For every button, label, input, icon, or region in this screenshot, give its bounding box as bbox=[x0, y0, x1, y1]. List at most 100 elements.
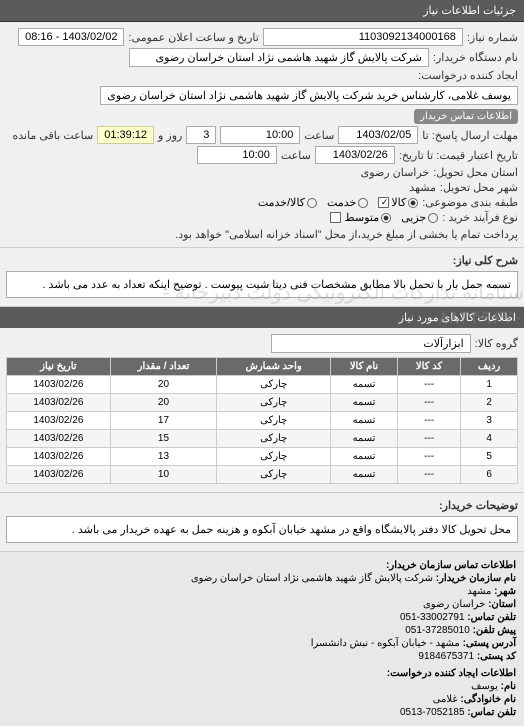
delivery-province-value: خراسان رضوی bbox=[361, 166, 430, 179]
table-cell: --- bbox=[397, 466, 460, 484]
radio-mixed[interactable]: کالا/خدمت bbox=[258, 196, 317, 209]
table-cell: 5 bbox=[461, 448, 518, 466]
table-row[interactable]: 3---تسمهچارکی171403/02/26 bbox=[7, 412, 518, 430]
treasury-checkbox[interactable] bbox=[330, 212, 341, 223]
goods-group-field: ابزارآلات bbox=[271, 334, 471, 353]
table-cell: 6 bbox=[461, 466, 518, 484]
col-code: کد کالا bbox=[397, 358, 460, 376]
table-cell: چارکی bbox=[217, 412, 331, 430]
table-cell: 17 bbox=[110, 412, 216, 430]
goods-section-title: اطلاعات کالاهای مورد نیاز bbox=[0, 307, 524, 328]
table-cell: تسمه bbox=[331, 448, 398, 466]
buyer-org-label: نام دستگاه خریدار: bbox=[433, 51, 518, 64]
announce-field: 1403/02/02 - 08:16 bbox=[18, 28, 124, 46]
delivery-province-label: استان محل تحویل: bbox=[433, 166, 518, 179]
table-cell: 4 bbox=[461, 430, 518, 448]
table-cell: تسمه bbox=[331, 376, 398, 394]
table-cell: چارکی bbox=[217, 430, 331, 448]
countdown-timer: 01:39:12 bbox=[97, 126, 154, 144]
table-cell: 20 bbox=[110, 394, 216, 412]
delivery-city-label: شهر محل تحویل: bbox=[440, 181, 518, 194]
table-cell: 1403/02/26 bbox=[7, 394, 111, 412]
requester-field: یوسف غلامی، کارشناس خرید شرکت پالایش گاز… bbox=[100, 86, 518, 105]
contact-address-label: آدرس پستی: bbox=[463, 638, 516, 649]
contact-prefix-label: پیش تلفن: bbox=[473, 625, 516, 636]
validity-date-field: 1403/02/26 bbox=[315, 146, 395, 164]
buyer-org-field: شرکت پالایش گاز شهید هاشمی نژاد استان خر… bbox=[129, 48, 429, 67]
creator-fname: یوسف bbox=[471, 681, 498, 692]
col-qty: تعداد / مقدار bbox=[110, 358, 216, 376]
contact-prefix: 37285010-051 bbox=[405, 625, 470, 636]
request-number-field: 1103092134000168 bbox=[263, 28, 463, 46]
contact-postal: 9184675371 bbox=[418, 651, 474, 662]
announce-label: تاریخ و ساعت اعلان عمومی: bbox=[128, 31, 258, 44]
validity-label: تاریخ اعتبار قیمت: تا تاریخ: bbox=[399, 149, 518, 162]
deadline-send-label: مهلت ارسال پاسخ: تا bbox=[422, 129, 518, 142]
table-cell: تسمه bbox=[331, 430, 398, 448]
creator-title: اطلاعات ایجاد کننده درخواست: bbox=[8, 668, 516, 679]
radio-circle-icon bbox=[408, 198, 418, 208]
radio-small[interactable]: جزیی bbox=[401, 211, 438, 224]
table-cell: چارکی bbox=[217, 376, 331, 394]
contact-city-label: شهر: bbox=[494, 586, 516, 597]
table-cell: 20 bbox=[110, 376, 216, 394]
time-label-2: ساعت bbox=[281, 149, 311, 162]
table-cell: 1403/02/26 bbox=[7, 466, 111, 484]
contact-postal-label: کد پستی: bbox=[477, 651, 516, 662]
table-cell: تسمه bbox=[331, 466, 398, 484]
table-row[interactable]: 6---تسمهچارکی101403/02/26 bbox=[7, 466, 518, 484]
table-cell: --- bbox=[397, 394, 460, 412]
table-cell: 3 bbox=[461, 412, 518, 430]
table-cell: 1403/02/26 bbox=[7, 376, 111, 394]
radio-circle-icon bbox=[358, 198, 368, 208]
radio-service[interactable]: خدمت bbox=[327, 196, 368, 209]
table-row[interactable]: 4---تسمهچارکی151403/02/26 bbox=[7, 430, 518, 448]
contact-link-button[interactable]: اطلاعات تماس خریدار bbox=[414, 109, 518, 124]
table-row[interactable]: 2---تسمهچارکی201403/02/26 bbox=[7, 394, 518, 412]
table-cell: 13 bbox=[110, 448, 216, 466]
col-unit: واحد شمارش bbox=[217, 358, 331, 376]
col-date: تاریخ نیاز bbox=[7, 358, 111, 376]
contact-phone: 33002791-051 bbox=[400, 612, 465, 623]
table-cell: --- bbox=[397, 430, 460, 448]
contact-address: مشهد - خیابان آبکوه - نبش دانشسرا bbox=[311, 638, 460, 649]
creator-lname-label: نام خانوادگی: bbox=[460, 694, 516, 705]
table-row[interactable]: 5---تسمهچارکی131403/02/26 bbox=[7, 448, 518, 466]
col-row: ردیف bbox=[461, 358, 518, 376]
creator-phone: 7052185-0513 bbox=[400, 707, 465, 718]
table-header-row: ردیف کد کالا نام کالا واحد شمارش تعداد /… bbox=[7, 358, 518, 376]
remaining-days-field: 3 bbox=[186, 126, 216, 144]
radio-goods[interactable]: کالا bbox=[378, 196, 418, 209]
buyer-note-label: توضیحات خریدار: bbox=[439, 499, 518, 512]
creator-lname: غلامی bbox=[433, 694, 458, 705]
category-label: طبقه بندی موضوعی: bbox=[422, 196, 518, 209]
radio-circle-icon bbox=[428, 213, 438, 223]
contact-city: مشهد bbox=[467, 586, 491, 597]
contact-org: شرکت پالایش گاز شهید هاشمی نژاد استان خر… bbox=[191, 573, 433, 584]
deadline-time-field: 10:00 bbox=[220, 126, 300, 144]
need-summary-label: شرح کلی نیاز: bbox=[453, 254, 518, 267]
time-label-1: ساعت bbox=[304, 129, 334, 142]
table-cell: 10 bbox=[110, 466, 216, 484]
radio-circle-icon bbox=[381, 213, 391, 223]
table-cell: چارکی bbox=[217, 394, 331, 412]
table-cell: چارکی bbox=[217, 466, 331, 484]
radio-medium[interactable]: متوسط bbox=[345, 211, 392, 224]
payment-note: پرداخت تمام یا بخشی از مبلغ خرید،از محل … bbox=[175, 228, 518, 241]
table-cell: --- bbox=[397, 412, 460, 430]
creator-fname-label: نام: bbox=[501, 681, 516, 692]
process-label: نوع فرآیند خرید : bbox=[442, 211, 518, 224]
validity-time-field: 10:00 bbox=[197, 146, 277, 164]
table-row[interactable]: 1---تسمهچارکی201403/02/26 bbox=[7, 376, 518, 394]
remaining-label: ساعت باقی مانده bbox=[12, 129, 93, 142]
table-cell: 2 bbox=[461, 394, 518, 412]
contact-phone-label: تلفن تماس: bbox=[467, 612, 516, 623]
checkbox-icon bbox=[378, 197, 389, 208]
creator-phone-label: تلفن تماس: bbox=[467, 707, 516, 718]
contact-org-label: نام سازمان خریدار: bbox=[436, 573, 516, 584]
deadline-date-field: 1403/02/05 bbox=[338, 126, 418, 144]
table-cell: --- bbox=[397, 448, 460, 466]
need-summary-text: تسمه حمل بار با تحمل بالا مطابق مشخصات ف… bbox=[6, 271, 518, 298]
col-name: نام کالا bbox=[331, 358, 398, 376]
delivery-city-value: مشهد bbox=[409, 181, 436, 194]
